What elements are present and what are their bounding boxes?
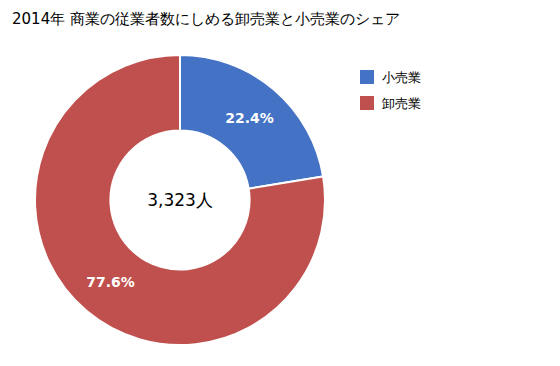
legend-item: 小売業 bbox=[360, 70, 421, 85]
chart-svg: 2014年 商業の従業者数にしめる卸売業と小売業のシェア 22.4% 77.6% 3,… bbox=[0, 0, 560, 366]
center-text: 3,323人 bbox=[147, 190, 213, 210]
pie-group bbox=[35, 55, 325, 345]
slice bbox=[180, 55, 323, 189]
label-group: 22.4% 77.6% 3,323人 bbox=[86, 110, 273, 290]
legend-label: 小売業 bbox=[382, 70, 421, 85]
legend-swatch bbox=[360, 70, 374, 84]
chart-container: 2014年 商業の従業者数にしめる卸売業と小売業のシェア 22.4% 77.6% 3,… bbox=[0, 0, 560, 366]
legend-item: 卸売業 bbox=[360, 96, 421, 111]
data-label: 77.6% bbox=[86, 274, 135, 290]
legend-label: 卸売業 bbox=[382, 96, 421, 111]
title: 2014年 商業の従業者数にしめる卸売業と小売業のシェア bbox=[12, 10, 400, 28]
slice bbox=[35, 55, 325, 345]
legend: 小売業卸売業 bbox=[360, 70, 421, 111]
legend-swatch bbox=[360, 96, 374, 110]
data-label: 22.4% bbox=[225, 110, 274, 126]
